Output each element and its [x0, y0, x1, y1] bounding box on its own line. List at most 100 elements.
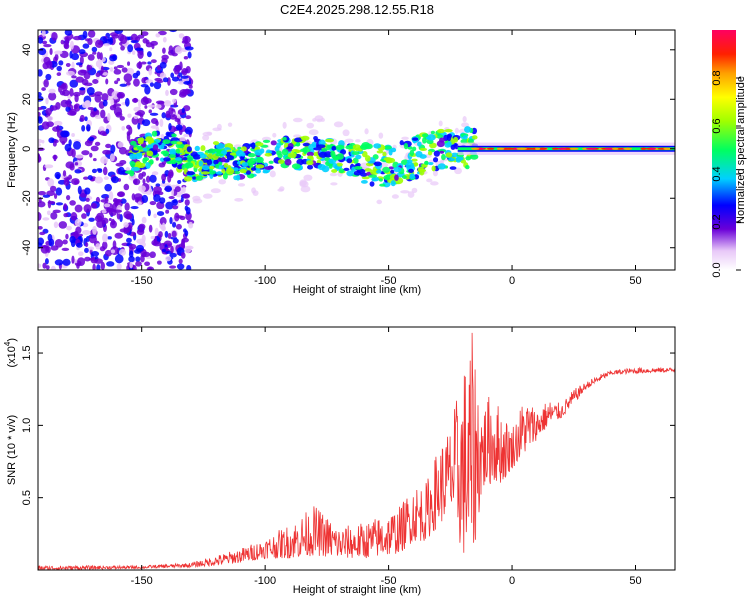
spectrogram-cell: [77, 185, 82, 195]
spectrogram-cell: [378, 178, 383, 182]
spectrogram-cell: [432, 157, 439, 163]
spectrogram-cell: [237, 183, 246, 187]
spectrogram-cell: [142, 251, 151, 258]
spectrogram-cell: [184, 162, 194, 169]
spectrogram-cell: [53, 193, 58, 199]
spectrogram-cell: [114, 254, 124, 264]
spectrogram-cell: [417, 141, 422, 147]
spectrogram-cell: [96, 51, 101, 60]
colorbar-gradient: [712, 30, 736, 270]
spectrogram-cell: [67, 110, 77, 116]
snr-y-tick-label: 1.0: [21, 418, 33, 433]
spectrogram-cell: [128, 267, 134, 270]
spectrogram-cell: [151, 43, 155, 50]
spectrogram-cell: [169, 252, 177, 258]
spectrogram-cell: [107, 236, 112, 240]
spectrogram-cell: [100, 65, 104, 75]
spectrogram-cell: [300, 135, 310, 141]
spectrogram-cell: [368, 174, 378, 178]
spectrogram-cell: [103, 43, 111, 47]
spectrogram-cell: [344, 138, 354, 143]
spectrogram-cell: [184, 46, 194, 51]
spectrogram-cell: [141, 194, 149, 204]
spectrogram-cell: [153, 81, 162, 90]
spectrogram-cell: [320, 117, 325, 122]
spectrogram-cell: [43, 79, 49, 88]
spectrogram-cell: [158, 231, 163, 238]
spectrogram-cell: [178, 33, 185, 39]
spectrogram-cell: [251, 142, 256, 150]
spectrogram-cell: [65, 194, 71, 201]
spectrogram-cell: [390, 180, 396, 187]
spectrogram-cell: [187, 51, 192, 59]
snr-y-tick-label: 1.5: [21, 345, 33, 360]
spectrogram-cell: [101, 209, 107, 214]
spectrogram-cell: [82, 30, 88, 39]
spectrogram-cell: [74, 204, 83, 213]
spectrogram-cell: [170, 188, 174, 197]
spectrogram-cell: [172, 98, 177, 104]
spectrogram-cell: [39, 231, 46, 236]
spectrogram-cell: [186, 146, 192, 153]
spectrogram-cell: [165, 89, 169, 97]
spectrogram-cell: [53, 120, 63, 126]
spectrogram-cell: [174, 46, 183, 54]
spectrogram-cell: [162, 77, 169, 83]
spectrogram-cell: [300, 185, 311, 193]
spectrogram-cell: [582, 147, 589, 150]
spectrogram-cell: [69, 235, 76, 244]
spectrogram-cell: [145, 175, 151, 183]
spectrogram-cell: [141, 234, 146, 243]
spectrogram-cell: [148, 224, 153, 233]
spectrogram-cell: [496, 147, 505, 150]
spectrogram-cell: [55, 187, 63, 196]
spectrogram-cell: [149, 174, 157, 183]
spectrogram-cell: [623, 147, 633, 150]
spectrogram-cell: [95, 39, 104, 49]
spectrogram-cell: [399, 140, 404, 146]
spectrogram-cell: [141, 119, 151, 127]
spectrogram-cell: [139, 113, 144, 118]
spectrogram-cell: [284, 158, 292, 166]
spectrogram-x-label: Height of straight line (km): [293, 284, 421, 296]
spectrogram-cell: [130, 40, 139, 44]
spectrogram-cell: [123, 73, 133, 83]
spectrogram-cell: [172, 198, 179, 206]
spectrogram-cell: [50, 105, 58, 111]
spectrogram-cell: [100, 199, 109, 203]
snr-x-tick-label: 0: [509, 575, 515, 587]
spectrogram-cell: [286, 146, 294, 150]
spectrogram-cell: [110, 144, 116, 154]
spectrogram-cell: [361, 176, 370, 180]
spectrogram-cell: [406, 159, 413, 164]
spectrogram-cell: [48, 88, 56, 94]
spectrogram-cell: [413, 162, 419, 167]
snr-y-tick-label: 0.5: [21, 490, 33, 505]
spectrogram-cell: [182, 89, 192, 95]
snr-series-line: [38, 332, 675, 570]
spectrogram-cell: [195, 175, 204, 181]
spectrogram-cell: [114, 232, 123, 239]
spectrogram-cell: [412, 146, 417, 152]
spectrogram-cell: [270, 140, 277, 146]
spectrogram-cell: [227, 165, 232, 172]
spectrogram-cell: [141, 216, 147, 224]
spectrogram-cell: [364, 155, 371, 162]
spectrogram-cell: [109, 67, 114, 72]
spectrogram-cell: [92, 51, 97, 55]
spectrogram-cell: [54, 239, 64, 248]
spectrogram-cell: [38, 237, 45, 246]
spectrogram-y-tick-label: -20: [21, 190, 33, 206]
spectrogram-cell: [130, 140, 137, 146]
spectrogram-cell: [318, 151, 328, 158]
spectrogram-cell: [92, 225, 97, 235]
spectrogram-cell: [135, 244, 145, 252]
spectrogram-x-ticks: -150 -100 -50 0 50: [131, 30, 642, 287]
spectrogram-cell: [182, 186, 186, 193]
spectrogram-cell: [142, 147, 148, 152]
spectrogram-cell: [81, 124, 86, 132]
spectrogram-cell: [146, 150, 154, 157]
spectrogram-cell: [38, 69, 43, 77]
spectrogram-cell: [172, 205, 179, 210]
spectrogram-cell: [136, 62, 143, 69]
